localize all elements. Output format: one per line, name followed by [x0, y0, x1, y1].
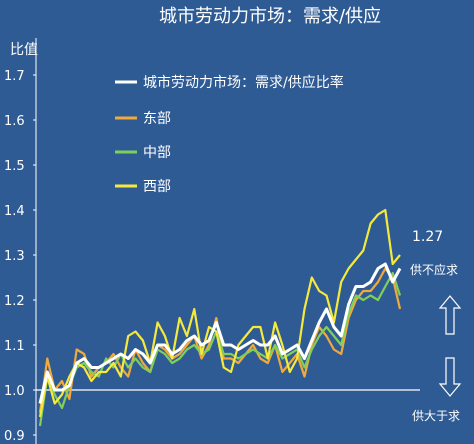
- chart-title: 城市劳动力市场：需求/供应: [159, 6, 381, 27]
- legend-label-0: 城市劳动力市场：需求/供应比率: [143, 74, 344, 91]
- y-tick-label: 1.3: [4, 249, 25, 264]
- y-tick-label: 0.9: [4, 429, 25, 444]
- series-line-2: [38, 271, 402, 427]
- y-tick-label: 1.2: [4, 294, 25, 309]
- last-value-label: 1.27: [412, 229, 443, 245]
- series-group: [38, 208, 402, 427]
- legend-label-3: 西部: [143, 179, 171, 195]
- below-annotation: 供大于求: [412, 409, 460, 423]
- y-tick-label: 1.1: [4, 339, 25, 354]
- y-tick-label: 1.4: [4, 204, 25, 219]
- y-tick-label: 1.5: [4, 159, 25, 174]
- series-line-3: [38, 208, 401, 418]
- down-arrow-icon: [438, 357, 462, 397]
- y-axis-label: 比值: [10, 42, 38, 58]
- legend-label-2: 中部: [143, 145, 171, 161]
- up-arrow-icon: [438, 295, 462, 335]
- y-tick-label: 1.0: [4, 384, 25, 399]
- series-line-0: [38, 262, 402, 404]
- y-tick-label: 1.6: [4, 114, 25, 129]
- y-tick-group: 0.9 1.0 1.1 1.2 1.3 1.4 1.5 1.6 1.7: [4, 69, 36, 444]
- above-annotation: 供不应求: [410, 262, 458, 277]
- legend-label-1: 东部: [143, 111, 171, 127]
- y-tick-label: 1.7: [4, 69, 25, 84]
